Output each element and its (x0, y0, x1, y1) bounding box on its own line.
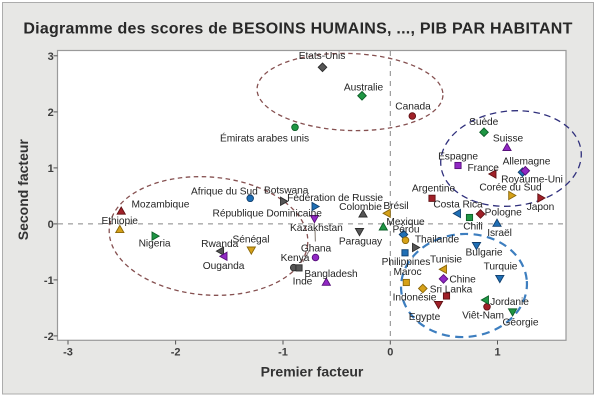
svg-text:Brésil: Brésil (383, 201, 408, 212)
svg-text:Nigeria: Nigeria (139, 238, 171, 249)
svg-text:Canada: Canada (395, 101, 431, 112)
svg-text:Allemagne: Allemagne (503, 156, 551, 167)
svg-text:-1: -1 (278, 347, 288, 359)
svg-text:1: 1 (48, 163, 54, 175)
svg-text:Indonésie: Indonésie (393, 293, 437, 304)
svg-text:Costa Rica: Costa Rica (433, 200, 483, 211)
svg-text:Mozambique: Mozambique (131, 199, 189, 210)
svg-text:Israël: Israël (487, 228, 512, 239)
svg-text:Espagne: Espagne (438, 151, 478, 162)
svg-text:Diagramme des scores de BESOIN: Diagramme des scores de BESOINS HUMAINS,… (23, 21, 572, 38)
svg-text:Afrique du Sud: Afrique du Sud (191, 187, 258, 198)
svg-text:-2: -2 (171, 347, 181, 359)
svg-text:-2: -2 (44, 331, 54, 343)
svg-text:Corée du Sud: Corée du Sud (479, 183, 542, 194)
svg-text:Tunisie: Tunisie (430, 255, 462, 266)
svg-text:Bulgarie: Bulgarie (466, 248, 503, 259)
svg-text:Kazakhstan: Kazakhstan (290, 223, 343, 234)
svg-text:Émirats arabes unis: Émirats arabes unis (220, 131, 309, 144)
svg-text:Etats-Unis: Etats-Unis (299, 51, 346, 62)
svg-text:Premier facteur: Premier facteur (261, 364, 364, 380)
svg-text:Maroc: Maroc (393, 267, 421, 278)
svg-text:1: 1 (494, 347, 500, 359)
svg-text:France: France (467, 163, 499, 174)
svg-text:Colombie: Colombie (339, 202, 382, 213)
svg-text:Argentine: Argentine (412, 184, 456, 195)
svg-text:Chili: Chili (463, 221, 483, 232)
svg-text:République Dominicaine: République Dominicaine (213, 208, 323, 219)
svg-text:Suède: Suède (469, 117, 499, 128)
svg-text:Jordanie: Jordanie (490, 297, 529, 308)
svg-text:Viêt-Nam: Viêt-Nam (462, 311, 504, 322)
svg-text:Japon: Japon (527, 202, 555, 213)
svg-text:Kenya: Kenya (281, 253, 310, 264)
svg-text:Géorgie: Géorgie (503, 317, 539, 328)
svg-text:3: 3 (48, 51, 54, 63)
svg-text:2: 2 (48, 107, 54, 119)
svg-text:Paraguay: Paraguay (339, 236, 383, 247)
svg-text:Turquie: Turquie (484, 262, 518, 273)
svg-text:Thailande: Thailande (415, 234, 460, 245)
svg-text:Bangladesh: Bangladesh (304, 269, 357, 280)
svg-text:Ouganda: Ouganda (203, 261, 245, 272)
svg-text:-3: -3 (63, 347, 73, 359)
svg-text:0: 0 (48, 219, 54, 231)
svg-text:-1: -1 (44, 275, 54, 287)
svg-text:Pologne: Pologne (485, 207, 522, 218)
svg-text:Egypte: Egypte (409, 312, 441, 323)
svg-text:Second facteur: Second facteur (15, 139, 31, 241)
svg-text:Ethiopie: Ethiopie (101, 216, 138, 227)
svg-text:Australie: Australie (344, 82, 384, 93)
svg-text:Suisse: Suisse (493, 134, 524, 145)
svg-text:0: 0 (387, 347, 393, 359)
svg-text:Sénégal: Sénégal (232, 235, 269, 246)
